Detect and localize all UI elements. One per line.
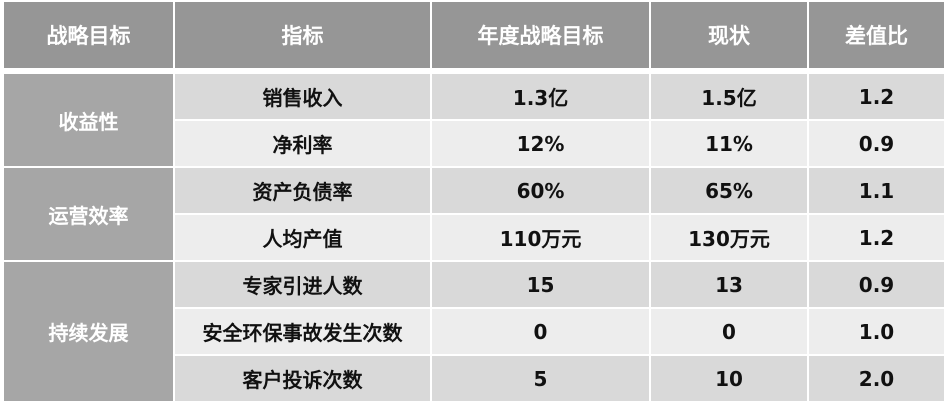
- current-cell: 65%: [651, 168, 807, 215]
- table-row: 持续发展 专家引进人数 15 13 0.9: [4, 262, 944, 403]
- ratio-cell: 1.1: [809, 168, 944, 215]
- target-cell: 5: [432, 356, 649, 403]
- current-cell: 10: [651, 356, 807, 403]
- category-cell: 收益性: [4, 74, 173, 168]
- indicator-cell: 客户投诉次数: [175, 356, 430, 403]
- header-indicator: 指标: [175, 2, 430, 74]
- header-goal: 战略目标: [4, 2, 173, 74]
- table-row: 净利率 12% 11% 0.9: [4, 121, 944, 168]
- current-cell: 130万元: [651, 215, 807, 262]
- target-cell: 0: [432, 309, 649, 356]
- target-cell: 15: [432, 262, 649, 309]
- target-cell: 60%: [432, 168, 649, 215]
- target-cell: 1.3亿: [432, 74, 649, 121]
- header-ratio: 差值比: [809, 2, 944, 74]
- ratio-cell: 1.0: [809, 309, 944, 356]
- ratio-cell: 1.2: [809, 74, 944, 121]
- indicator-cell: 专家引进人数: [175, 262, 430, 309]
- indicator-cell: 人均产值: [175, 215, 430, 262]
- table-row: 运营效率 资产负债率 60% 65% 1.1: [4, 168, 944, 262]
- header-annual-target: 年度战略目标: [432, 2, 649, 74]
- header-row: 战略目标 指标 年度战略目标 现状 差值比: [4, 2, 944, 74]
- table-row: 安全环保事故发生次数 0 0 1.0: [4, 309, 944, 356]
- header-current: 现状: [651, 2, 807, 74]
- category-cell: 运营效率: [4, 168, 173, 262]
- current-cell: 13: [651, 262, 807, 309]
- ratio-cell: 0.9: [809, 121, 944, 168]
- current-cell: 0: [651, 309, 807, 356]
- table-row: 客户投诉次数 5 10 2.0: [4, 356, 944, 403]
- ratio-cell: 1.2: [809, 215, 944, 262]
- table-row: 人均产值 110万元 130万元 1.2: [4, 215, 944, 262]
- indicator-cell: 资产负债率: [175, 168, 430, 215]
- indicator-cell: 净利率: [175, 121, 430, 168]
- indicator-cell: 安全环保事故发生次数: [175, 309, 430, 356]
- target-cell: 12%: [432, 121, 649, 168]
- current-cell: 1.5亿: [651, 74, 807, 121]
- ratio-cell: 0.9: [809, 262, 944, 309]
- indicator-cell: 销售收入: [175, 74, 430, 121]
- target-cell: 110万元: [432, 215, 649, 262]
- ratio-cell: 2.0: [809, 356, 944, 403]
- current-cell: 11%: [651, 121, 807, 168]
- table-row: 收益性 销售收入 1.3亿 1.5亿 1.2: [4, 74, 944, 168]
- category-cell: 持续发展: [4, 262, 173, 403]
